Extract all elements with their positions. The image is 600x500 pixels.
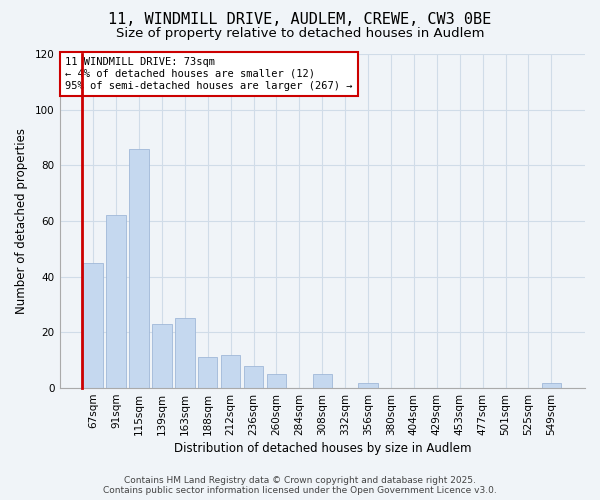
Text: Size of property relative to detached houses in Audlem: Size of property relative to detached ho… xyxy=(116,28,484,40)
Bar xyxy=(198,358,217,388)
Text: Contains HM Land Registry data © Crown copyright and database right 2025.
Contai: Contains HM Land Registry data © Crown c… xyxy=(103,476,497,495)
Text: 11, WINDMILL DRIVE, AUDLEM, CREWE, CW3 0BE: 11, WINDMILL DRIVE, AUDLEM, CREWE, CW3 0… xyxy=(109,12,491,28)
Bar xyxy=(358,382,378,388)
Bar xyxy=(83,263,103,388)
X-axis label: Distribution of detached houses by size in Audlem: Distribution of detached houses by size … xyxy=(173,442,471,455)
Y-axis label: Number of detached properties: Number of detached properties xyxy=(15,128,28,314)
Bar xyxy=(175,318,194,388)
Bar xyxy=(313,374,332,388)
Bar xyxy=(542,382,561,388)
Bar xyxy=(106,216,126,388)
Bar xyxy=(267,374,286,388)
Bar xyxy=(221,354,241,388)
Bar xyxy=(244,366,263,388)
Text: 11 WINDMILL DRIVE: 73sqm
← 4% of detached houses are smaller (12)
95% of semi-de: 11 WINDMILL DRIVE: 73sqm ← 4% of detache… xyxy=(65,58,352,90)
Bar xyxy=(129,148,149,388)
Bar xyxy=(152,324,172,388)
